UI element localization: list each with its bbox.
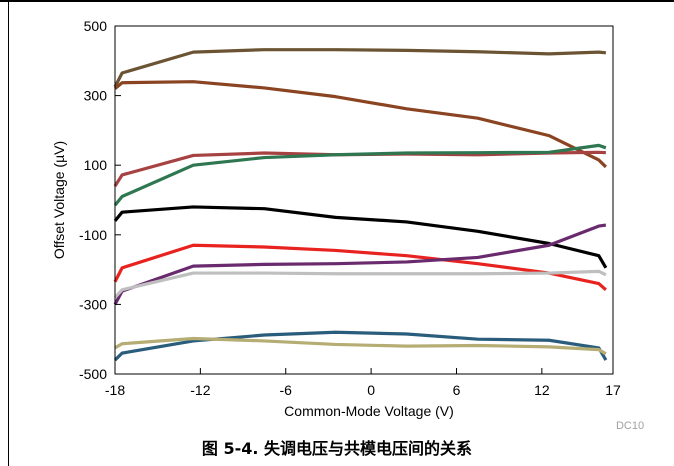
- chart-watermark: DC10: [616, 420, 644, 430]
- series-line-3: [113, 150, 606, 187]
- series-line-4: [113, 143, 607, 207]
- page-left-border: [8, 0, 9, 466]
- axis-ticks: -18 -12 -6 0 6 12 17 500 300 100 -100 -300 -500: [79, 18, 621, 398]
- series-line-9: [113, 330, 608, 362]
- x-tick-label: 0: [367, 382, 375, 398]
- y-tick-label: -100: [79, 227, 107, 243]
- y-tick-label: 300: [84, 88, 108, 104]
- series-line-7: [113, 223, 607, 306]
- y-axis-label: Offset Voltage (µV): [51, 141, 67, 259]
- figure-caption: 图 5-4. 失调电压与共模电压间的关系: [201, 439, 473, 458]
- x-tick-label: -6: [280, 382, 293, 398]
- y-tick-label: 100: [84, 157, 108, 173]
- series-line-10: [114, 336, 607, 356]
- series-line-5: [113, 205, 608, 269]
- page-top-border: [0, 0, 674, 2]
- x-tick-label: 12: [534, 382, 550, 398]
- plot-lines: [113, 48, 608, 362]
- x-tick-label: 6: [453, 382, 461, 398]
- y-tick-label: 500: [84, 18, 108, 34]
- y-tick-label: -500: [79, 366, 107, 382]
- y-tick-label: -300: [79, 296, 107, 312]
- x-tick-label: 17: [605, 382, 621, 398]
- series-line-1: [113, 48, 607, 88]
- series-line-6: [113, 243, 607, 291]
- series-line-8: [113, 269, 607, 299]
- offset-voltage-chart: -18 -12 -6 0 6 12 17 500 300 100 -100 -300 -500 Offs…: [51, 18, 644, 430]
- x-tick-label: -12: [190, 382, 210, 398]
- x-tick-label: -18: [105, 382, 125, 398]
- x-axis-label: Common-Mode Voltage (V): [284, 403, 454, 419]
- plot-frame: [114, 25, 614, 375]
